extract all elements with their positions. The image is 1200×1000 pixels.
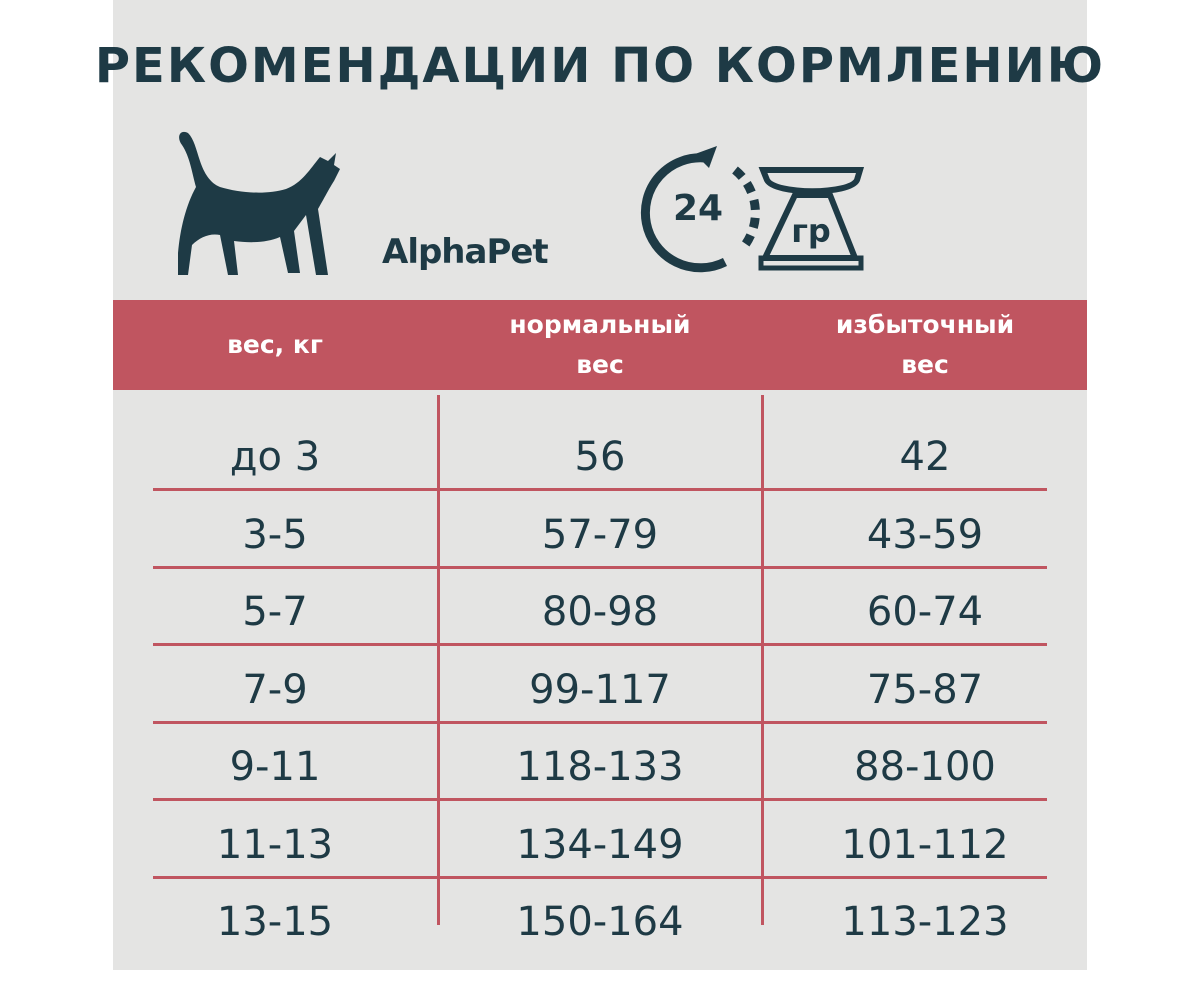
feeding-icons: 24 гр (640, 146, 865, 273)
table-cell: 80-98 (541, 589, 659, 635)
table-cell: 88-100 (854, 744, 996, 790)
brand-logo: AlphaPet (382, 232, 549, 272)
row-divider (153, 798, 1047, 801)
table-cell: до 3 (229, 434, 321, 480)
row-divider (153, 565, 1047, 569)
table-cell: 150-164 (516, 899, 684, 945)
table-cell: 9-11 (229, 744, 321, 790)
table-cell: 13-15 (216, 899, 334, 945)
title: РЕКОМЕНДАЦИИ ПО КОРМЛЕНИЮ (94, 38, 1106, 94)
column-divider (761, 395, 764, 925)
table-cell: 134-149 (516, 821, 684, 868)
table-cell: 3-5 (242, 511, 308, 558)
table-cell: 118-133 (516, 744, 684, 790)
table-cell: 113-123 (841, 899, 1009, 945)
table-cell: 5-7 (242, 589, 308, 635)
table-cell: 99-117 (529, 666, 671, 713)
column-divider (437, 395, 440, 925)
header-band (113, 300, 1087, 390)
table-cell: 75-87 (866, 666, 984, 713)
column-header: нормальный вес (509, 310, 691, 379)
table-cell: 43-59 (866, 511, 984, 558)
row-divider (153, 643, 1047, 646)
panel (113, 0, 1087, 970)
cat-icon (178, 131, 340, 275)
table-cell: 56 (574, 434, 626, 480)
table-cell: 11-13 (216, 821, 334, 868)
column-header: вес, кг (227, 330, 323, 359)
table-cell: 57-79 (541, 511, 659, 558)
row-divider (153, 875, 1047, 879)
hours-label: 24 (673, 188, 723, 229)
table-cell: 42 (899, 434, 951, 480)
table-cell: 101-112 (841, 821, 1009, 868)
column-header: избыточный вес (835, 310, 1015, 379)
table-cell: 60-74 (866, 589, 984, 635)
row-divider (153, 720, 1047, 724)
unit-label: гр (791, 212, 831, 250)
row-divider (153, 488, 1047, 491)
table-cell: 7-9 (242, 666, 308, 713)
